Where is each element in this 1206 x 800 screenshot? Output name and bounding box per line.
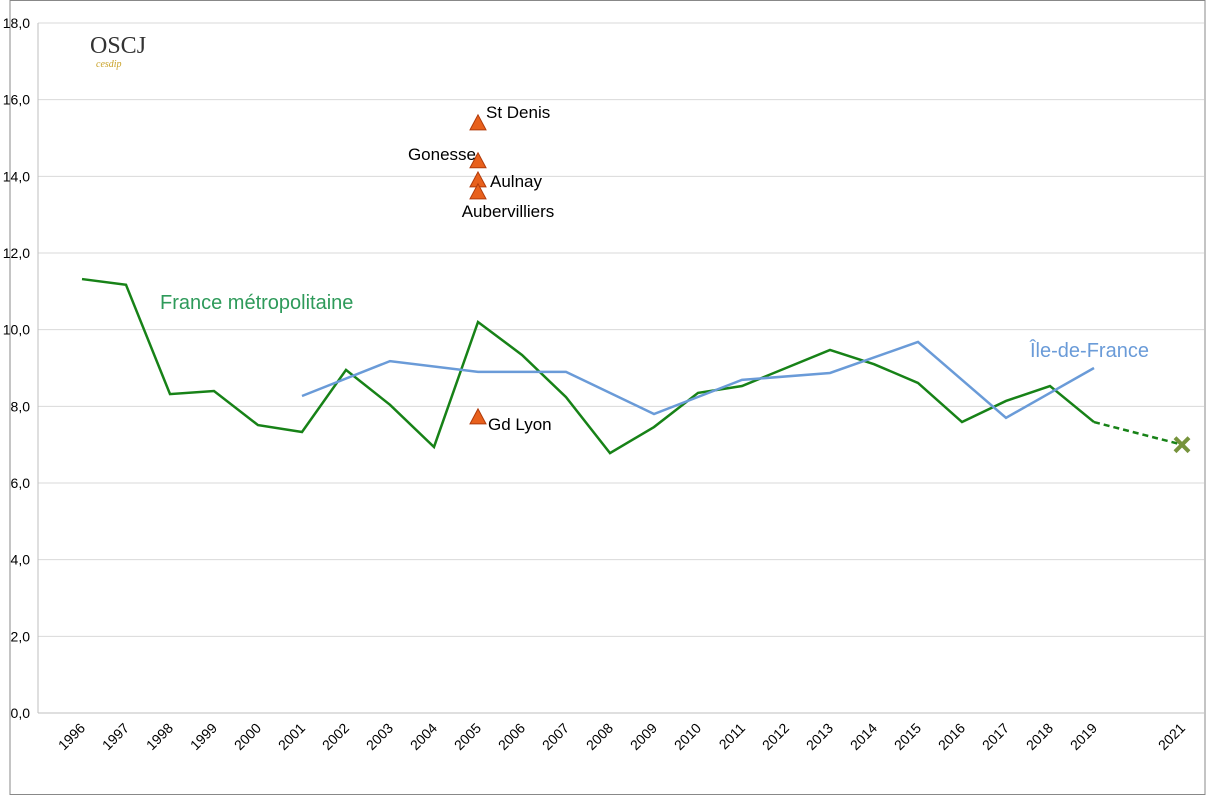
marker-label: Gonesse <box>408 145 476 164</box>
x-tick-label: 2021 <box>1155 720 1188 753</box>
x-tick-label: 2010 <box>671 720 704 753</box>
y-tick-label: 14,0 <box>3 168 30 184</box>
chart-frame <box>9 0 1206 795</box>
y-tick-label: 6,0 <box>11 475 31 491</box>
series-line <box>81 277 1095 455</box>
x-tick-label: 2009 <box>627 720 660 753</box>
x-tick-label: 1997 <box>99 720 132 753</box>
y-tick-label: 10,0 <box>3 322 30 338</box>
x-tick-label: 2007 <box>539 720 572 753</box>
x-tick-label: 2013 <box>803 720 836 753</box>
x-tick-label: 2016 <box>935 720 968 753</box>
x-tick-label: 2003 <box>363 720 396 753</box>
x-tick-label: 1996 <box>55 720 88 753</box>
x-tick-label: 2014 <box>847 720 880 753</box>
marker-label: St Denis <box>486 103 550 122</box>
x-tick-label: 2000 <box>231 720 264 753</box>
marker-triangle <box>469 151 487 169</box>
y-tick-label: 0,0 <box>11 705 31 721</box>
x-tick-label: 1998 <box>143 720 176 753</box>
y-tick-label: 12,0 <box>3 245 30 261</box>
series-label: France métropolitaine <box>160 292 353 314</box>
x-tick-label: 2006 <box>495 720 528 753</box>
x-tick-label: 2015 <box>891 720 924 753</box>
x-tick-label: 2008 <box>583 720 616 753</box>
marker-label: Gd Lyon <box>488 415 552 434</box>
series-line-projection <box>1093 420 1183 446</box>
series-line <box>301 340 1095 420</box>
y-tick-label: 2,0 <box>11 628 31 644</box>
x-tick-label: 2011 <box>716 720 749 753</box>
y-tick-label: 8,0 <box>11 398 31 414</box>
x-tick-label: 1999 <box>187 720 220 753</box>
y-tick-label: 16,0 <box>3 92 30 108</box>
x-tick-label: 2012 <box>759 720 792 753</box>
y-tick-label: 18,0 <box>3 15 30 31</box>
x-tick-label: 2004 <box>407 720 440 753</box>
series-label: Île-de-France <box>1029 339 1149 362</box>
marker-triangle <box>469 182 487 200</box>
x-tick-label: 2002 <box>319 720 352 753</box>
y-tick-label: 4,0 <box>11 552 31 568</box>
projection-marker <box>1173 436 1191 454</box>
logo-title: OSCJ <box>90 33 146 59</box>
marker-label: Aubervilliers <box>462 202 555 221</box>
x-tick-label: 2001 <box>275 720 308 753</box>
x-tick-label: 2005 <box>451 720 484 753</box>
x-tick-label: 2017 <box>979 720 1012 753</box>
x-tick-label: 2018 <box>1023 720 1056 753</box>
marker-label: Aulnay <box>490 172 542 191</box>
marker-triangle <box>469 113 487 131</box>
logo-subtitle: cesdip <box>96 59 122 70</box>
marker-triangle <box>469 407 487 425</box>
x-tick-label: 2019 <box>1067 720 1100 753</box>
